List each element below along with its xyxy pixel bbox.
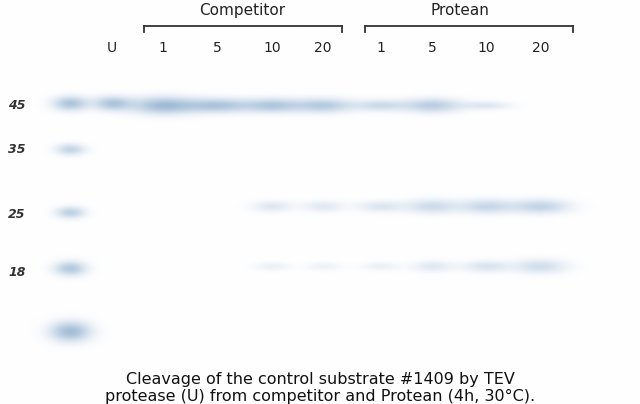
Text: 20: 20 — [314, 42, 332, 55]
Text: 10: 10 — [477, 42, 495, 55]
Text: 1: 1 — [159, 42, 168, 55]
Text: 1: 1 — [376, 42, 385, 55]
Text: Competitor: Competitor — [199, 2, 285, 18]
Text: Protean: Protean — [430, 2, 489, 18]
Text: 20: 20 — [532, 42, 550, 55]
Text: 10: 10 — [263, 42, 281, 55]
Text: 5: 5 — [213, 42, 222, 55]
Text: 35: 35 — [8, 143, 26, 156]
Text: Cleavage of the control substrate #1409 by TEV
protease (U) from competitor and : Cleavage of the control substrate #1409 … — [105, 372, 535, 404]
Text: 5: 5 — [428, 42, 436, 55]
Text: 18: 18 — [8, 266, 26, 279]
Text: 45: 45 — [8, 99, 26, 112]
Text: U: U — [107, 42, 117, 55]
Text: 25: 25 — [8, 208, 26, 221]
